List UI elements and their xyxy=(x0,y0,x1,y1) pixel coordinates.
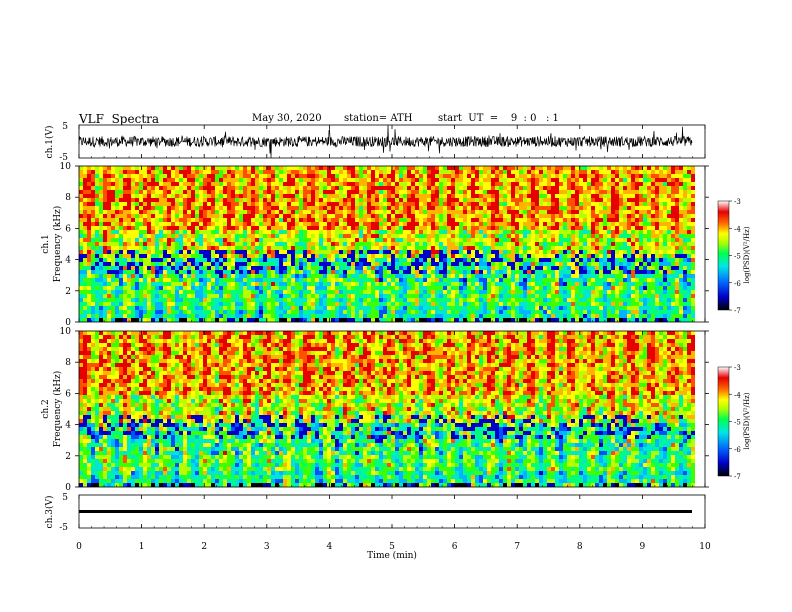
ch3-ylabel: ch.3(V) xyxy=(44,496,55,529)
ch1-colorbar-gradient xyxy=(717,200,730,311)
time-tick-label-5: 5 xyxy=(389,542,395,552)
ch3-ytick-bottom: -5 xyxy=(59,523,68,533)
yt2-label-4: 8 xyxy=(65,358,71,368)
ch2-spectrogram-panel: 0 2 4 6 8 10 ch.2 Frequency (kHz) xyxy=(41,327,709,493)
ch1-ylabel: ch.1(V) xyxy=(44,126,55,159)
time-tick-label-4: 4 xyxy=(327,542,333,552)
yt1-label-4: 8 xyxy=(65,193,71,203)
ch2-freq-ylabel: Frequency (kHz) xyxy=(52,371,63,448)
station-label: station= ATH xyxy=(344,113,413,124)
yt1-label-2: 4 xyxy=(65,256,71,266)
time-tick-label-10: 10 xyxy=(699,542,711,552)
ch1-ytick-top: 5 xyxy=(62,122,68,132)
yt1-label-0: 0 xyxy=(65,318,71,328)
yt2-label-0: 0 xyxy=(65,483,71,493)
ch1-colorbar: -3 -4 -5 -6 -7 log(PSD)(V²/Hz) xyxy=(717,198,751,315)
ch3-waveform-line xyxy=(79,510,692,513)
cb1ticks-label-2: -5 xyxy=(734,253,741,261)
ch2-colorbar: -3 -4 -5 -6 -7 log(PSD)(V²/Hz) xyxy=(717,364,751,481)
date-label: May 30, 2020 xyxy=(252,113,322,124)
ch3-waveform-panel: 5 -5 ch.3(V) xyxy=(44,493,706,533)
ch1-ytick-bottom: -5 xyxy=(59,153,68,163)
ch1-waveform-panel: 5 -5 ch.1(V) xyxy=(44,122,706,163)
time-tick-label-0: 0 xyxy=(76,542,82,552)
cb2ticks-label-1: -4 xyxy=(734,391,741,399)
time-tick-label-9: 9 xyxy=(640,542,646,552)
cb1ticks-label-4: -7 xyxy=(734,307,741,315)
ch2-colorbar-gradient xyxy=(717,366,730,477)
time-tick-label-1: 1 xyxy=(139,542,145,552)
cb1ticks-label-1: -4 xyxy=(734,225,741,233)
cb1ticks-label-3: -6 xyxy=(734,280,741,288)
ch2-spectrogram-heatmap xyxy=(79,331,705,487)
chart-title: VLF Spectra xyxy=(79,112,160,126)
cb2ticks-label-0: -3 xyxy=(734,364,741,372)
yt1-label-3: 6 xyxy=(65,224,71,234)
yt1-label-5: 10 xyxy=(60,162,72,172)
cb2ticks-label-3: -6 xyxy=(734,446,741,454)
start-time-label: start UT = 9 : 0 : 1 xyxy=(438,113,559,124)
time-tick-label-2: 2 xyxy=(201,542,207,552)
ch1-freq-ticks: 0 2 4 6 8 10 xyxy=(60,162,709,328)
cb1ticks-label-0: -3 xyxy=(734,198,741,206)
ch1-freq-ylabel: Frequency (kHz) xyxy=(52,206,63,283)
yt2-label-5: 10 xyxy=(60,327,72,337)
time-axis-label: Time (min) xyxy=(367,550,417,561)
yt2-label-1: 2 xyxy=(65,452,71,462)
ch2-colorbar-ticks: -3 -4 -5 -6 -7 xyxy=(729,364,741,481)
cb2ticks-label-2: -5 xyxy=(734,419,741,427)
ch2-freq-ticks: 0 2 4 6 8 10 xyxy=(60,327,709,493)
time-tick-label-6: 6 xyxy=(452,542,458,552)
yt1-label-1: 2 xyxy=(65,287,71,297)
time-tick-label-8: 8 xyxy=(577,542,583,552)
time-tick-label-7: 7 xyxy=(514,542,520,552)
ch1-channel-label: ch.1 xyxy=(41,234,51,253)
time-tick-label-3: 3 xyxy=(264,542,270,552)
cb2ticks-label-4: -7 xyxy=(734,473,741,481)
time-axis-ticks: 0 1 2 3 4 5 6 7 8 9 10 xyxy=(76,125,711,552)
ch1-colorbar-ticks: -3 -4 -5 -6 -7 xyxy=(729,198,741,315)
ch1-spectrogram-heatmap xyxy=(79,166,705,322)
ch1-waveform-line xyxy=(78,124,693,159)
ch2-channel-label: ch.2 xyxy=(41,399,51,418)
ch3-ytick-top: 5 xyxy=(62,493,68,503)
ch1-colorbar-label: log(PSD)(V²/Hz) xyxy=(743,226,751,283)
yt2-label-2: 4 xyxy=(65,421,71,431)
ch2-colorbar-label: log(PSD)(V²/Hz) xyxy=(743,392,751,449)
yt2-label-3: 6 xyxy=(65,389,71,399)
ch1-spectrogram-panel: 0 2 4 6 8 10 ch.1 Frequency (kHz) xyxy=(41,162,709,328)
